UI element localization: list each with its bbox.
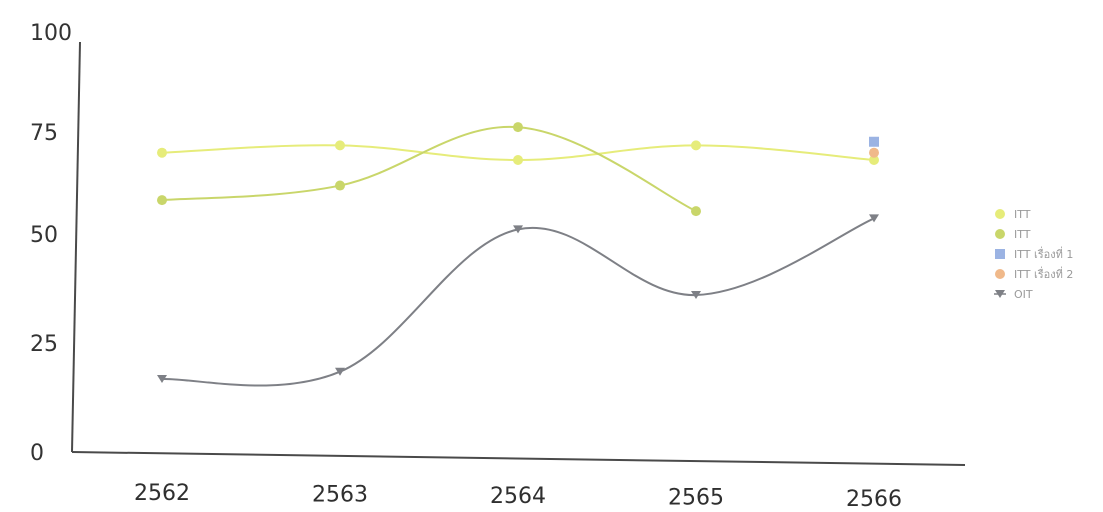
legend-label: ITT เรื่องที่ 1 — [1014, 246, 1073, 261]
y-tick-label: 100 — [30, 21, 72, 46]
legend-label: ITT เรื่องที่ 2 — [1014, 266, 1073, 281]
x-tick-label: 2562 — [134, 481, 190, 506]
x-tick-label: 2564 — [490, 484, 546, 509]
series-lines — [157, 122, 879, 387]
x-tick-label: 2566 — [846, 487, 902, 512]
legend-swatch — [995, 290, 1005, 298]
legend-item: ITT เรื่องที่ 1 — [995, 246, 1073, 261]
legend-swatch — [995, 249, 1005, 259]
series-line — [161, 217, 875, 387]
data-point — [869, 147, 879, 158]
legend-swatch — [995, 269, 1005, 279]
legend-item: ITT — [995, 208, 1031, 221]
y-axis-line — [71, 41, 81, 453]
series-3 — [869, 147, 879, 158]
data-point — [513, 155, 523, 165]
data-point — [335, 367, 345, 376]
series-0 — [157, 140, 879, 165]
series-line — [161, 125, 697, 213]
x-tick-label: 2563 — [312, 483, 368, 508]
legend-swatch — [995, 209, 1005, 219]
y-tick-label: 75 — [30, 121, 58, 146]
data-point — [691, 291, 701, 300]
legend-swatch — [995, 229, 1005, 239]
legend-label: ITT — [1014, 208, 1031, 221]
data-point — [869, 155, 879, 165]
legend-item: ITT เรื่องที่ 2 — [995, 266, 1073, 281]
y-tick-label: 50 — [30, 223, 58, 248]
y-tick-label: 25 — [30, 332, 58, 357]
legend-item: ITT — [995, 228, 1031, 241]
data-point — [157, 375, 167, 383]
y-tick-label: 0 — [30, 441, 44, 466]
data-point — [157, 195, 167, 206]
x-tick-labels: 2562 2563 2564 2565 2566 — [134, 481, 902, 512]
legend: ITT ITT ITT เรื่องที่ 1 ITT เรื่องที่ 2 OIT — [994, 208, 1073, 301]
x-axis-line — [71, 451, 966, 466]
series-4 — [157, 214, 879, 387]
data-point — [513, 122, 523, 133]
x-tick-label: 2565 — [668, 486, 724, 511]
series-2 — [869, 136, 879, 147]
data-point — [869, 136, 879, 147]
data-point — [869, 214, 879, 223]
data-point — [157, 147, 167, 158]
series-1 — [157, 122, 701, 217]
data-point — [691, 140, 701, 151]
data-point — [513, 225, 523, 234]
legend-label: ITT — [1014, 228, 1031, 241]
data-point — [335, 180, 345, 191]
legend-item: OIT — [994, 288, 1033, 301]
data-point — [335, 140, 345, 151]
y-tick-labels: 0 25 50 75 100 — [30, 21, 72, 466]
data-point — [691, 206, 701, 217]
legend-label: OIT — [1014, 288, 1033, 301]
